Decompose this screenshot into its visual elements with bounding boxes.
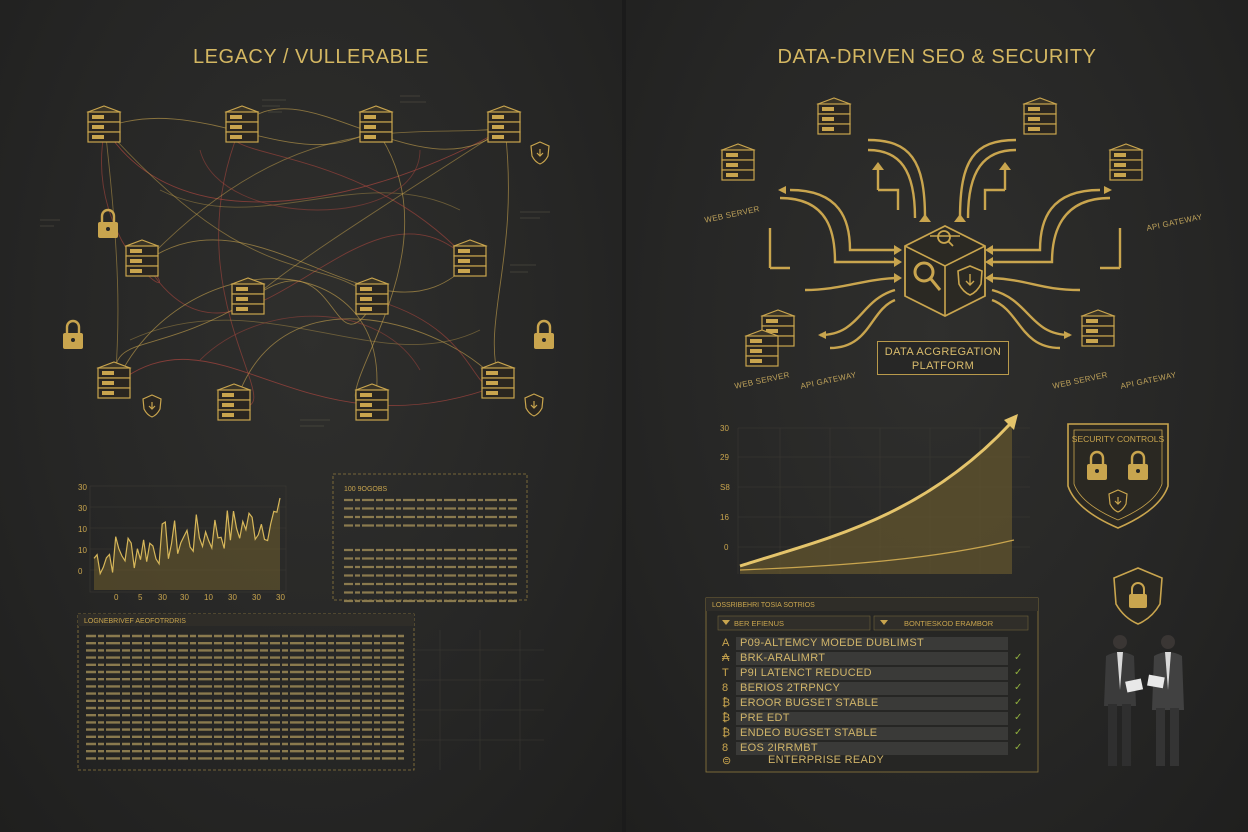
legacy-server-1 <box>87 105 121 143</box>
legacy-server-3 <box>359 105 393 143</box>
status-row-label: P9I LATENCT REDUCED <box>740 667 872 679</box>
status-row-bar <box>736 697 1008 710</box>
shield-icon <box>524 393 544 417</box>
check-icon: ✓ <box>1014 742 1023 753</box>
legacy-server-2 <box>225 105 259 143</box>
legacy-server-5 <box>125 239 159 277</box>
tangled-connections <box>101 108 509 407</box>
legacy-server-4 <box>487 105 521 143</box>
x-tick: 10 <box>204 593 213 602</box>
status-row-bar <box>736 667 1008 680</box>
y-tick: 30 <box>78 504 87 513</box>
x-tick: 30 <box>180 593 189 602</box>
row-marker: ⊜ <box>722 755 732 767</box>
status-row-label: ENTERPRISE READY <box>768 754 885 766</box>
volatility-area <box>94 498 280 590</box>
status-row-label: EROOR BUGSET STABLE <box>740 697 879 709</box>
status-row-label: PRE EDT <box>740 712 790 724</box>
y-tick: 10 <box>78 546 87 555</box>
legacy-server-11 <box>217 383 251 421</box>
x-tick: 30 <box>276 593 285 602</box>
x-tick: 0 <box>114 593 119 602</box>
status-row-bar <box>736 742 1008 755</box>
legacy-line-chart: 30 30 10 10 0 0 5 30 30 10 30 30 30 <box>78 483 287 602</box>
check-icon: ✓ <box>1014 682 1023 693</box>
x-tick: 30 <box>252 593 261 602</box>
volatility-line <box>93 497 281 576</box>
legacy-server-7 <box>231 277 265 315</box>
y-tick: 0 <box>78 567 83 576</box>
status-row-bar <box>736 682 1008 695</box>
status-row-label: BERIOS 2TRPNCY <box>740 682 841 694</box>
row-marker: A <box>722 637 730 649</box>
legacy-notes-box: 100 9OGOBS <box>332 473 528 603</box>
legacy-server-10 <box>481 361 515 399</box>
x-tick: 30 <box>228 593 237 602</box>
modern-title: DATA-DRIVEN SEO & SECURITY <box>777 46 1097 68</box>
legacy-log-box: LOGNEBRIVEF AEOFOTRDRIS <box>77 613 544 771</box>
y-tick: 30 <box>78 483 87 492</box>
notes-title: 100 9OGOBS <box>344 486 388 493</box>
log-title: LOGNEBRIVEF AEOFOTRDRIS <box>84 618 186 625</box>
legacy-server-6 <box>453 239 487 277</box>
status-row-label: EOS 2IRRMBT <box>740 742 818 754</box>
shield-icon <box>530 141 550 165</box>
legacy-network-diagram: 30 30 10 10 0 0 5 30 30 10 30 30 30 100 … <box>40 95 556 771</box>
check-icon: ✓ <box>1014 712 1023 723</box>
status-row-bar <box>736 727 1008 740</box>
panel-divider <box>622 0 626 832</box>
status-row-bar <box>736 652 1008 665</box>
check-icon: ✓ <box>1014 667 1023 678</box>
status-row-label: BRK-ARALIMRT <box>740 652 826 664</box>
row-marker: 8 <box>722 742 729 754</box>
check-icon: ✓ <box>1014 727 1023 738</box>
row-marker: ₿ <box>722 727 731 739</box>
row-marker: 8 <box>722 682 729 694</box>
row-marker: ₿ <box>722 712 731 724</box>
status-row-bar <box>736 637 1008 650</box>
status-row-bar <box>736 712 1008 725</box>
legacy-server-9 <box>97 361 131 399</box>
row-marker: ₳ <box>722 652 730 664</box>
legacy-server-12 <box>355 383 389 421</box>
x-tick: 30 <box>158 593 167 602</box>
row-marker: T <box>722 667 729 679</box>
y-tick: 10 <box>78 525 87 534</box>
check-icon: ✓ <box>1014 697 1023 708</box>
x-tick: 5 <box>138 593 143 602</box>
status-row-label: ENDEO BUGSET STABLE <box>740 727 878 739</box>
check-icon: ✓ <box>1014 652 1023 663</box>
status-row-label: P09-ALTEMCY MOEDE DUBLIMST <box>740 637 925 649</box>
lock-icon <box>61 319 85 351</box>
lock-icon <box>532 319 556 351</box>
legacy-title: LEGACY / VULLERABLE <box>193 46 429 68</box>
legacy-server-8 <box>355 277 389 315</box>
platform-label: DATA ACGREGATION PLATFORM <box>877 341 1009 375</box>
shield-icon <box>142 394 162 418</box>
lock-icon <box>96 208 120 240</box>
row-marker: ₿ <box>722 697 731 709</box>
